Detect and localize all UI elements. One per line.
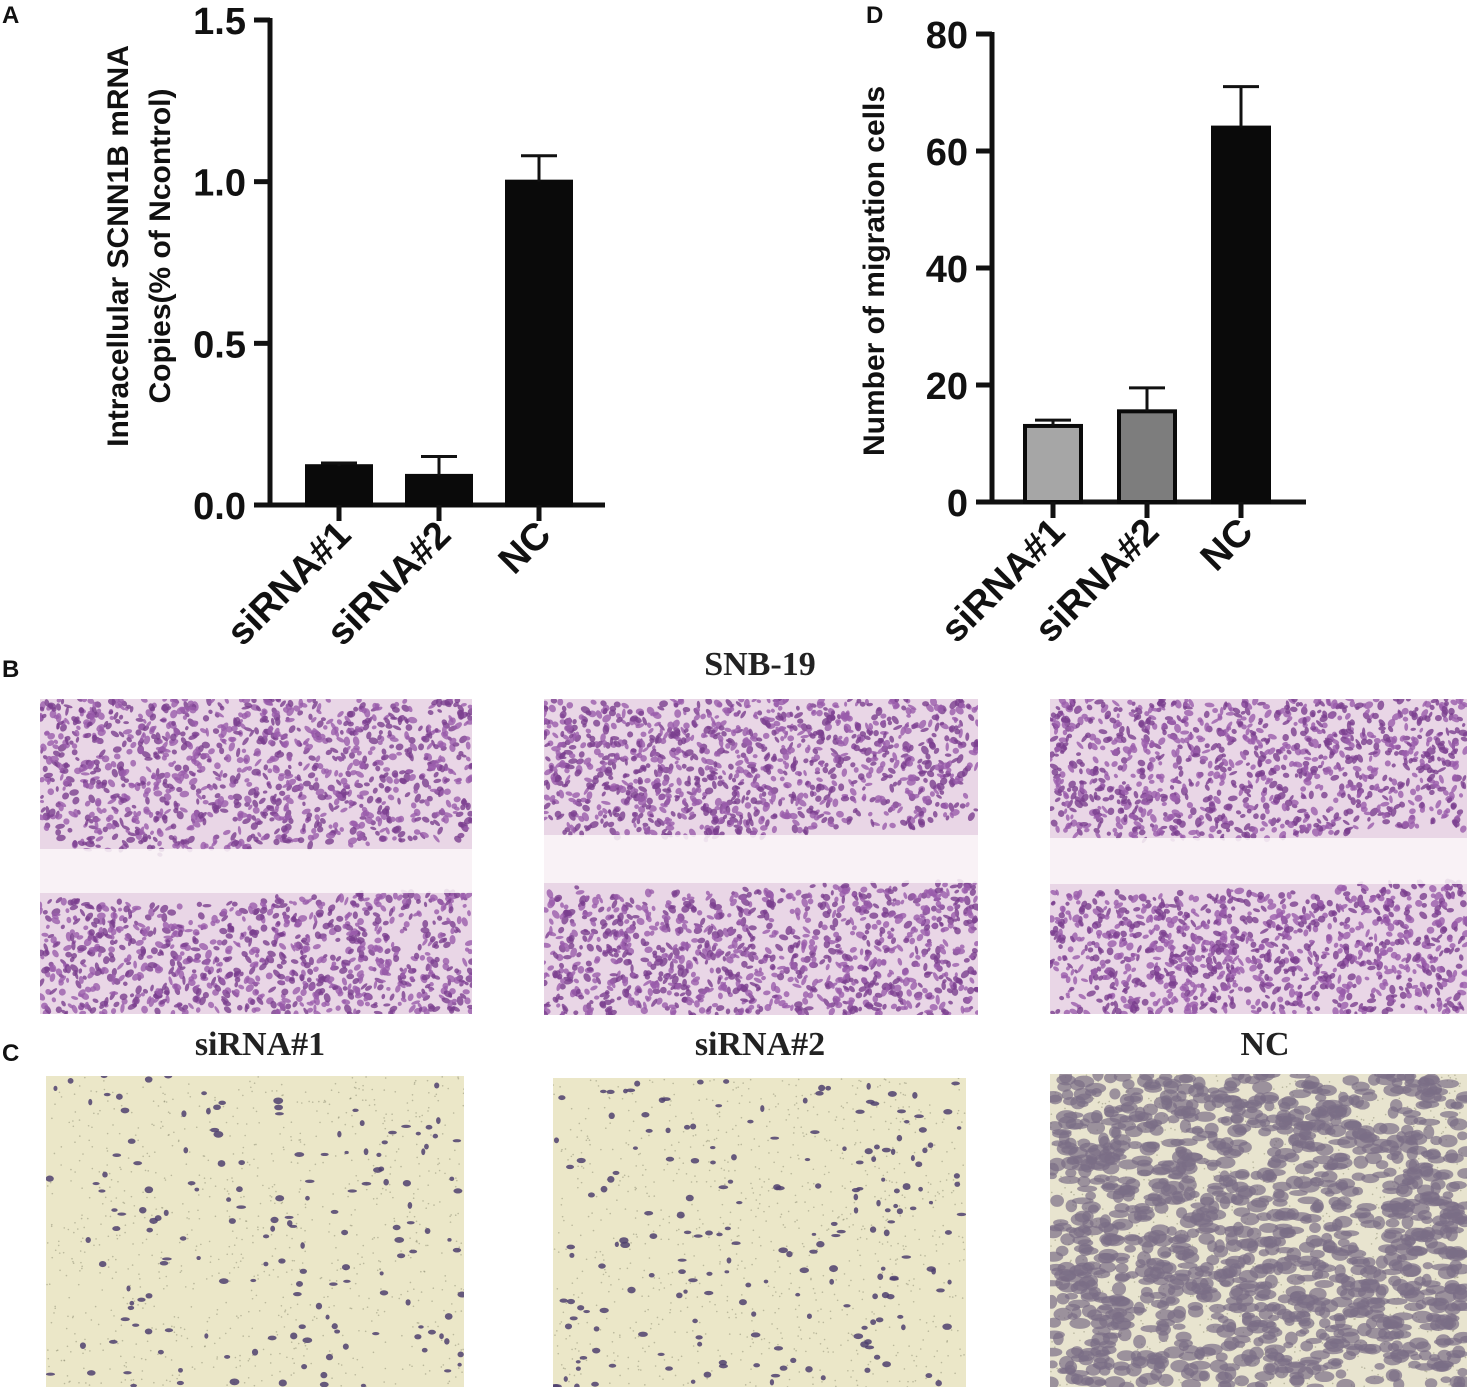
- micrograph-texture: [544, 699, 978, 1015]
- bar: [1023, 423, 1083, 505]
- y-tick-label: 1.5: [193, 1, 246, 43]
- bar: [405, 473, 473, 507]
- scratch-image-sirna1: [40, 699, 472, 1014]
- scratch-image-nc: [1050, 699, 1467, 1014]
- bar: [1117, 409, 1177, 505]
- y-tick-label: 0: [947, 483, 968, 525]
- bar: [505, 179, 573, 508]
- x-tick-label: NC: [1193, 511, 1262, 580]
- y-tick-label: 1.0: [193, 163, 246, 205]
- panel-label-c: C: [2, 1040, 20, 1067]
- micrograph-texture: [553, 1078, 966, 1387]
- panel-c-title-sirna2: siRNA#2: [694, 1026, 826, 1063]
- y-tick-label: 40: [926, 249, 968, 291]
- panel-c-title-nc: NC: [1240, 1026, 1290, 1063]
- y-axis-label: Intracellular SCNN1B mRNA: [102, 45, 135, 447]
- bar: [305, 464, 373, 508]
- transwell-image-nc: [1050, 1074, 1467, 1387]
- panel-label-b: B: [2, 656, 20, 683]
- transwell-image-sirna1: [46, 1076, 464, 1387]
- transwell-image-sirna2: [553, 1078, 966, 1387]
- y-axis-label: Number of migration cells: [858, 86, 891, 456]
- y-tick-label: 80: [926, 15, 968, 57]
- micrograph-texture: [1050, 1074, 1467, 1387]
- panel-label-a: A: [2, 2, 20, 29]
- y-axis-label: Copies(% of Ncontrol): [144, 89, 177, 404]
- panel-b-title: SNB-19: [704, 646, 816, 683]
- scratch-image-sirna2: [544, 699, 978, 1015]
- panel-label-d: D: [866, 2, 884, 29]
- micrograph-texture: [1050, 699, 1467, 1014]
- y-tick-label: 0.0: [193, 486, 246, 528]
- panel-c-title-sirna1: siRNA#1: [194, 1026, 326, 1063]
- y-tick-label: 20: [926, 366, 968, 408]
- micrograph-texture: [40, 699, 472, 1014]
- x-tick-label: NC: [491, 514, 560, 583]
- bar: [1211, 125, 1271, 504]
- y-tick-label: 60: [926, 132, 968, 174]
- y-tick-label: 0.5: [193, 324, 246, 366]
- micrograph-texture: [46, 1076, 464, 1387]
